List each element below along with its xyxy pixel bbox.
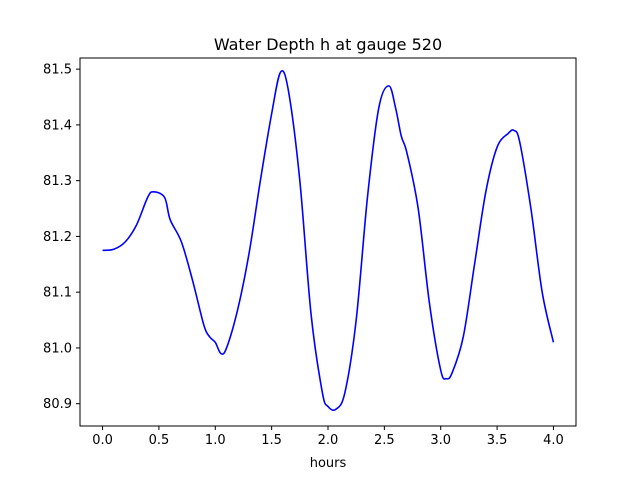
x-tick-label: 1.0 — [205, 433, 226, 448]
x-tick-label: 2.0 — [318, 433, 339, 448]
series-line-0 — [102, 70, 555, 412]
y-tick-label: 81.4 — [43, 118, 72, 133]
y-tick-label: 81.0 — [43, 341, 72, 356]
x-axis-label: hours — [310, 456, 347, 471]
plot-frame — [79, 57, 577, 427]
x-tick-label: 4.0 — [543, 433, 564, 448]
x-tick-label: 2.5 — [374, 433, 395, 448]
x-tick-label: 1.5 — [261, 433, 282, 448]
x-tick-label: 0.0 — [92, 433, 113, 448]
y-tick-label: 81.2 — [43, 230, 72, 245]
chart-title: Water Depth h at gauge 520 — [214, 35, 442, 54]
x-tick-label: 0.5 — [149, 433, 170, 448]
y-tick-label: 81.1 — [43, 286, 72, 301]
y-tick-label: 80.9 — [43, 397, 72, 412]
x-tick-label: 3.0 — [430, 433, 451, 448]
y-tick-label: 81.5 — [43, 63, 72, 78]
x-tick-label: 3.5 — [487, 433, 508, 448]
y-tick-label: 81.3 — [43, 174, 72, 189]
